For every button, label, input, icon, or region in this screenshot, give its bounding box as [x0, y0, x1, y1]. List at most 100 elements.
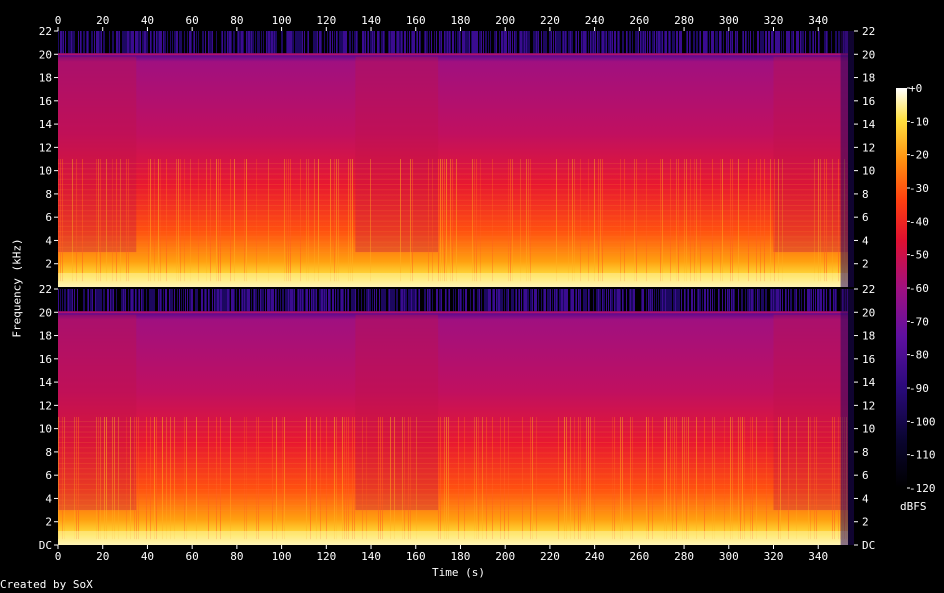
cutoff-noise [800, 31, 801, 54]
cutoff-noise [573, 31, 574, 54]
harmonic-band [58, 163, 854, 165]
channel-panel-2 [58, 289, 854, 545]
spectral-line [318, 159, 319, 282]
cutoff-noise [690, 289, 691, 312]
cutoff-noise [290, 289, 291, 312]
cutoff-noise [650, 31, 651, 54]
x-tick-label: 200 [495, 550, 515, 563]
cutoff-noise [836, 289, 837, 312]
cutoff-noise [387, 289, 388, 312]
cutoff-noise [591, 31, 592, 54]
cutoff-noise [276, 31, 277, 54]
cutoff-noise [242, 289, 243, 312]
cutoff-noise [123, 31, 124, 54]
cutoff-noise [303, 31, 304, 54]
cutoff-noise [149, 31, 150, 54]
cutoff-noise [151, 289, 152, 312]
cutoff-noise [774, 289, 775, 312]
harmonic-band [58, 483, 854, 485]
cutoff-noise [458, 289, 459, 312]
cutoff-noise [463, 31, 464, 54]
cutoff-noise [664, 289, 665, 312]
cutoff-noise [706, 31, 707, 54]
cutoff-noise [753, 31, 754, 54]
x-tick-label: 180 [451, 550, 471, 563]
spectral-line [738, 417, 739, 540]
cutoff-noise [749, 31, 750, 54]
cutoff-noise [557, 31, 558, 54]
cutoff-noise [358, 289, 359, 312]
cutoff-noise [86, 289, 87, 312]
cutoff-noise [695, 289, 696, 312]
spectral-line [678, 159, 679, 282]
cutoff-noise [788, 31, 789, 54]
cutoff-noise [456, 289, 457, 312]
cutoff-noise [501, 289, 502, 312]
cutoff-noise [733, 289, 734, 312]
cutoff-noise [211, 31, 212, 54]
spectral-line [476, 417, 477, 540]
spectral-line [342, 417, 343, 540]
cutoff-noise [404, 289, 405, 312]
cutoff-noise [467, 31, 468, 54]
cutoff-noise [176, 289, 177, 312]
cutoff-noise [305, 31, 306, 54]
spectral-line [730, 417, 731, 540]
cutoff-noise [608, 289, 609, 312]
spectral-line [752, 417, 753, 540]
cutoff-noise [178, 289, 179, 312]
cutoff-noise [686, 289, 687, 312]
cutoff-noise [422, 31, 423, 54]
cutoff-noise [236, 289, 237, 312]
cutoff-noise [159, 31, 160, 54]
cutoff-noise [770, 31, 771, 54]
x-tick-label: 60 [186, 14, 199, 27]
spectral-line [778, 417, 779, 540]
cutoff-noise [282, 289, 283, 312]
spectral-line [504, 417, 505, 540]
cutoff-noise [600, 289, 601, 312]
y-tick-label: 16 [39, 95, 52, 108]
cutoff-noise [287, 289, 288, 312]
cutoff-noise [260, 31, 261, 54]
cutoff-noise [766, 31, 767, 54]
cutoff-noise [536, 31, 537, 54]
cutoff-noise [719, 31, 720, 54]
cutoff-noise [518, 289, 519, 312]
cutoff-noise [207, 289, 208, 312]
cutoff-noise [223, 31, 224, 54]
cutoff-noise [707, 289, 708, 312]
cutoff-noise [392, 289, 393, 312]
cutoff-noise [454, 31, 455, 54]
cutoff-noise [405, 289, 406, 312]
cutoff-noise [672, 289, 673, 312]
cutoff-noise [279, 289, 280, 312]
spectral-line [696, 417, 697, 540]
cutoff-noise [68, 289, 69, 312]
cutoff-noise [627, 289, 628, 312]
cutoff-noise [520, 31, 521, 54]
cutoff-noise [717, 31, 718, 54]
cutoff-noise [565, 289, 566, 312]
cutoff-noise [327, 289, 328, 312]
cutoff-noise [66, 31, 67, 54]
cutoff-noise [531, 289, 532, 312]
cutoff-noise [797, 289, 798, 312]
cutoff-noise [392, 31, 393, 54]
cutoff-noise [183, 31, 184, 54]
cutoff-noise [380, 31, 381, 54]
spectral-line [216, 159, 217, 282]
cutoff-noise [119, 289, 120, 312]
cutoff-noise [748, 31, 749, 54]
cutoff-noise [530, 31, 531, 54]
cutoff-noise [460, 289, 461, 312]
cutoff-noise [132, 289, 133, 312]
cutoff-noise [329, 31, 330, 54]
cutoff-noise [302, 31, 303, 54]
cutoff-noise [294, 31, 295, 54]
cutoff-noise [341, 31, 342, 54]
spectral-line [412, 159, 413, 282]
cutoff-noise [651, 31, 652, 54]
cutoff-noise [213, 31, 214, 54]
cutoff-noise [497, 289, 498, 312]
